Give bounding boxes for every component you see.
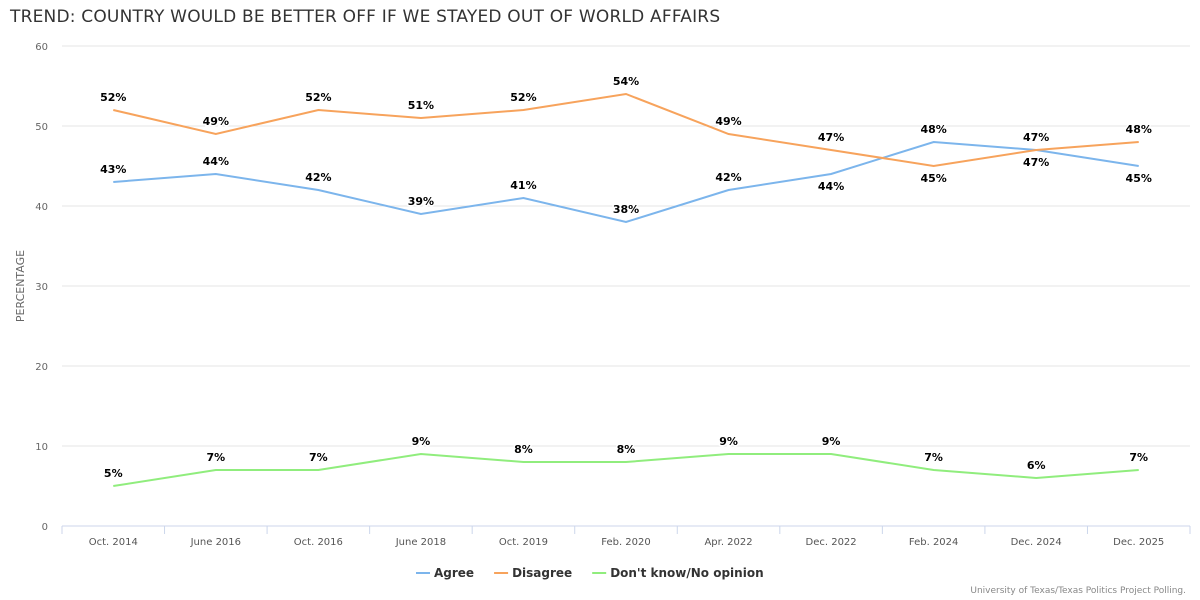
data-label: 48% bbox=[1126, 123, 1152, 136]
x-tick-label: Feb. 2020 bbox=[601, 537, 651, 548]
data-label: 45% bbox=[920, 172, 946, 185]
y-tick-label: 40 bbox=[35, 202, 48, 213]
data-label: 44% bbox=[818, 180, 844, 193]
data-label: 5% bbox=[104, 467, 123, 480]
data-label: 48% bbox=[920, 123, 946, 136]
data-label: 47% bbox=[818, 131, 844, 144]
x-tick-label: Oct. 2019 bbox=[499, 537, 548, 548]
legend-item[interactable]: Don't know/No opinion bbox=[610, 566, 763, 580]
x-tick-label: Apr. 2022 bbox=[704, 537, 752, 548]
y-tick-label: 60 bbox=[35, 42, 48, 53]
series-line-don-t-know-no-opinion bbox=[113, 452, 1139, 487]
data-label: 9% bbox=[412, 435, 431, 448]
data-label: 7% bbox=[924, 451, 943, 464]
data-label: 44% bbox=[203, 155, 229, 168]
credit-link[interactable]: University of Texas/Texas Politics Proje… bbox=[970, 586, 1186, 596]
data-label: 51% bbox=[408, 99, 434, 112]
data-label: 47% bbox=[1023, 156, 1049, 169]
data-label: 41% bbox=[510, 179, 536, 192]
data-label: 9% bbox=[822, 435, 841, 448]
x-tick-label: Dec. 2022 bbox=[806, 537, 857, 548]
data-label: 8% bbox=[617, 443, 636, 456]
data-label: 39% bbox=[408, 195, 434, 208]
legend-item[interactable]: Disagree bbox=[512, 566, 572, 580]
data-label: 52% bbox=[510, 91, 536, 104]
data-label: 7% bbox=[309, 451, 328, 464]
x-tick-label: Dec. 2024 bbox=[1011, 537, 1062, 548]
series-line-disagree bbox=[113, 92, 1139, 168]
y-tick-label: 30 bbox=[35, 282, 48, 293]
x-tick-label: Oct. 2014 bbox=[89, 537, 138, 548]
y-tick-label: 20 bbox=[35, 362, 48, 373]
data-label: 7% bbox=[1129, 451, 1148, 464]
x-tick-label: June 2018 bbox=[395, 537, 446, 548]
x-tick-label: Oct. 2016 bbox=[294, 537, 343, 548]
chart-title: TREND: COUNTRY WOULD BE BETTER OFF IF WE… bbox=[10, 7, 721, 27]
data-label: 54% bbox=[613, 75, 639, 88]
legend-item[interactable]: Agree bbox=[434, 566, 474, 580]
data-label: 42% bbox=[715, 171, 741, 184]
y-tick-label: 10 bbox=[35, 442, 48, 453]
data-label: 6% bbox=[1027, 459, 1046, 472]
x-tick-label: Feb. 2024 bbox=[909, 537, 959, 548]
data-label: 52% bbox=[100, 91, 126, 104]
data-label: 7% bbox=[206, 451, 225, 464]
y-tick-label: 50 bbox=[35, 122, 48, 133]
data-label: 42% bbox=[305, 171, 331, 184]
data-label: 52% bbox=[305, 91, 331, 104]
series-line-agree bbox=[113, 140, 1139, 224]
data-label: 8% bbox=[514, 443, 533, 456]
data-label: 9% bbox=[719, 435, 738, 448]
data-label: 38% bbox=[613, 203, 639, 216]
y-tick-label: 0 bbox=[42, 522, 48, 533]
data-label: 47% bbox=[1023, 131, 1049, 144]
y-axis-title: PERCENTAGE bbox=[14, 250, 27, 322]
data-label: 45% bbox=[1126, 172, 1152, 185]
data-label: 43% bbox=[100, 163, 126, 176]
x-tick-label: Dec. 2025 bbox=[1113, 537, 1164, 548]
data-label: 49% bbox=[203, 115, 229, 128]
x-tick-label: June 2016 bbox=[190, 537, 241, 548]
data-label: 49% bbox=[715, 115, 741, 128]
